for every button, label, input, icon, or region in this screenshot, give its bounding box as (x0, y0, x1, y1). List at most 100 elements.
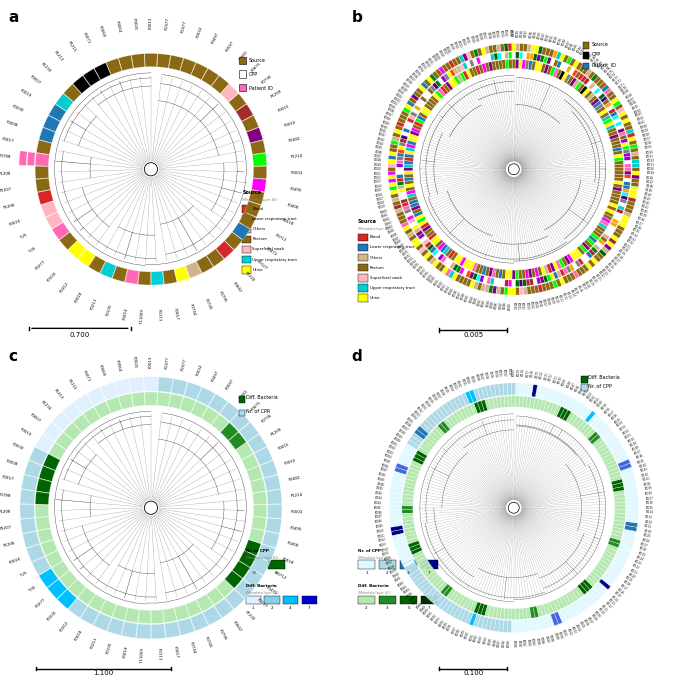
Wedge shape (595, 441, 606, 450)
Text: P0144: P0144 (638, 462, 647, 469)
Wedge shape (624, 160, 631, 164)
Wedge shape (608, 202, 618, 208)
Wedge shape (543, 387, 550, 400)
Wedge shape (239, 212, 256, 229)
Text: P0006: P0006 (486, 31, 491, 39)
Text: P0026: P0026 (403, 420, 411, 428)
Text: P0110: P0110 (553, 295, 559, 303)
Wedge shape (78, 588, 95, 605)
Wedge shape (390, 484, 403, 490)
Wedge shape (390, 521, 402, 527)
Text: P0124: P0124 (603, 265, 612, 274)
Text: P0142: P0142 (641, 472, 650, 478)
Wedge shape (621, 192, 629, 196)
Wedge shape (83, 68, 100, 86)
Wedge shape (627, 510, 638, 515)
Wedge shape (490, 385, 496, 397)
Text: P0072: P0072 (430, 613, 438, 622)
Wedge shape (547, 274, 551, 282)
Wedge shape (440, 86, 448, 95)
Text: P0060: P0060 (379, 209, 388, 215)
Wedge shape (405, 479, 416, 485)
Text: P0124: P0124 (635, 555, 644, 562)
Text: P0038: P0038 (378, 472, 386, 478)
Wedge shape (428, 98, 437, 106)
Wedge shape (221, 422, 238, 441)
Text: (Metadata layer #1): (Metadata layer #1) (246, 556, 278, 560)
Wedge shape (21, 475, 38, 491)
Wedge shape (207, 588, 224, 605)
Wedge shape (497, 607, 501, 619)
Text: P0138: P0138 (645, 491, 653, 496)
Wedge shape (415, 118, 425, 125)
Text: P0176: P0176 (530, 369, 535, 378)
Wedge shape (41, 201, 58, 217)
Text: P0172: P0172 (615, 78, 623, 86)
Wedge shape (395, 541, 407, 548)
Wedge shape (481, 284, 486, 292)
Text: P0101: P0101 (561, 629, 568, 638)
Wedge shape (409, 436, 421, 446)
Wedge shape (588, 235, 597, 243)
Wedge shape (522, 60, 525, 69)
Bar (239, 84, 247, 91)
Text: P0033: P0033 (386, 449, 394, 456)
Wedge shape (430, 95, 439, 104)
Text: P0095: P0095 (490, 300, 495, 308)
Wedge shape (590, 416, 602, 428)
Wedge shape (619, 463, 632, 471)
Wedge shape (138, 610, 151, 624)
Wedge shape (451, 77, 458, 87)
Text: PO677: PO677 (181, 358, 188, 372)
Text: P0744: P0744 (188, 642, 196, 655)
Wedge shape (516, 280, 519, 286)
Text: P0642: P0642 (232, 282, 242, 294)
Wedge shape (593, 230, 601, 238)
Wedge shape (266, 489, 282, 504)
Wedge shape (399, 114, 408, 121)
Wedge shape (523, 44, 527, 51)
Wedge shape (55, 432, 73, 450)
Wedge shape (560, 62, 565, 70)
Wedge shape (429, 74, 437, 82)
Wedge shape (540, 604, 547, 616)
Wedge shape (519, 52, 523, 59)
Text: P0018: P0018 (74, 629, 84, 642)
Wedge shape (577, 83, 585, 93)
Text: Superficial swab: Superficial swab (253, 248, 284, 251)
Wedge shape (549, 66, 556, 76)
Wedge shape (604, 230, 612, 237)
Bar (239, 410, 245, 416)
Wedge shape (470, 403, 477, 415)
Wedge shape (426, 230, 435, 238)
Text: P0049: P0049 (375, 524, 384, 529)
Text: P0154: P0154 (645, 150, 653, 154)
Wedge shape (619, 202, 626, 207)
Wedge shape (519, 60, 522, 68)
Wedge shape (569, 272, 576, 280)
Wedge shape (398, 146, 406, 150)
Wedge shape (186, 600, 202, 617)
Wedge shape (614, 556, 627, 565)
Wedge shape (579, 64, 586, 72)
Wedge shape (608, 131, 618, 137)
Wedge shape (100, 382, 118, 400)
Text: P0192: P0192 (545, 32, 551, 41)
Text: P0050: P0050 (373, 167, 381, 171)
Text: P0112: P0112 (604, 601, 612, 609)
Wedge shape (422, 225, 431, 232)
Text: P0121: P0121 (594, 273, 601, 282)
Wedge shape (500, 287, 504, 294)
Wedge shape (412, 433, 423, 443)
Wedge shape (610, 97, 619, 104)
Text: P0024: P0024 (8, 556, 21, 565)
Wedge shape (253, 505, 266, 517)
Wedge shape (509, 60, 512, 68)
Wedge shape (615, 121, 622, 127)
Wedge shape (448, 270, 455, 278)
Wedge shape (397, 153, 404, 157)
Wedge shape (425, 416, 437, 428)
Wedge shape (580, 75, 587, 83)
Wedge shape (508, 396, 512, 407)
Bar (301, 596, 316, 604)
